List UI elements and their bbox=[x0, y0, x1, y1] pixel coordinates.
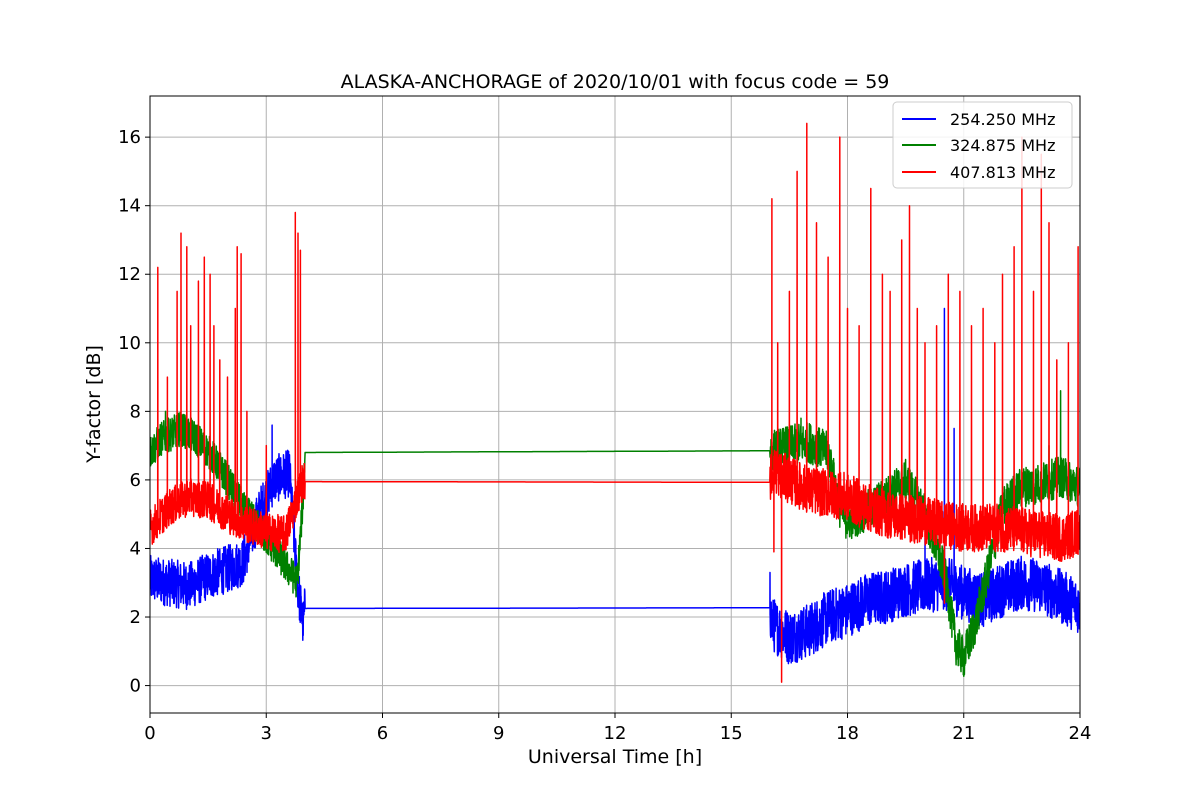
y-tick-label: 2 bbox=[130, 607, 141, 628]
y-tick-label: 10 bbox=[118, 333, 141, 354]
y-tick-label: 12 bbox=[118, 264, 141, 285]
x-tick-label: 24 bbox=[1069, 723, 1092, 744]
y-tick-label: 16 bbox=[118, 127, 141, 148]
y-tick-label: 0 bbox=[130, 676, 141, 697]
y-tick-label: 4 bbox=[130, 538, 141, 559]
legend: 254.250 MHz 324.875 MHz 407.813 MHz bbox=[893, 102, 1072, 188]
y-axis-label: Y-factor [dB] bbox=[83, 345, 105, 464]
x-tick-label: 12 bbox=[604, 723, 627, 744]
x-axis-label: Universal Time [h] bbox=[528, 746, 702, 768]
legend-label-3: 407.813 MHz bbox=[950, 163, 1055, 182]
y-tick-label: 8 bbox=[130, 401, 141, 422]
x-tick-label: 3 bbox=[261, 723, 272, 744]
grid-layer bbox=[150, 96, 1080, 713]
x-tick-label: 6 bbox=[377, 723, 388, 744]
x-tick-label: 21 bbox=[952, 723, 975, 744]
y-tick-label: 6 bbox=[130, 470, 141, 491]
legend-label-2: 324.875 MHz bbox=[950, 136, 1055, 155]
x-tick-label: 0 bbox=[144, 723, 155, 744]
x-tick-label: 15 bbox=[720, 723, 743, 744]
y-tick-label: 14 bbox=[118, 196, 141, 217]
x-tick-label: 18 bbox=[836, 723, 859, 744]
x-tick-label: 9 bbox=[493, 723, 504, 744]
chart-title: ALASKA-ANCHORAGE of 2020/10/01 with focu… bbox=[341, 71, 890, 93]
legend-label-1: 254.250 MHz bbox=[950, 110, 1055, 129]
